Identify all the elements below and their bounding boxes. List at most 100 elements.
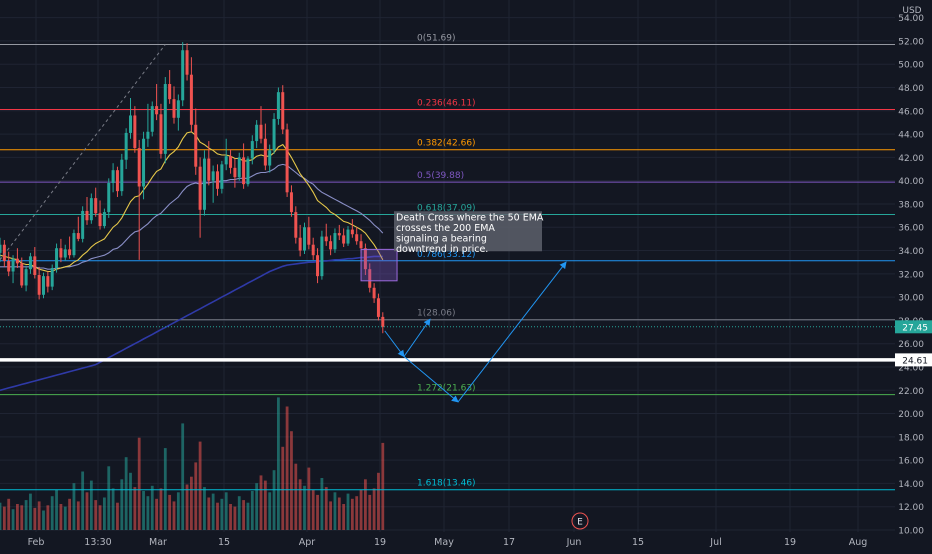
candle-body — [111, 170, 115, 183]
candle-body — [55, 248, 59, 268]
candle-body — [81, 210, 85, 239]
y-tick-label: 48.00 — [898, 84, 924, 94]
volume-bar — [124, 457, 128, 530]
x-tick-label: Apr — [299, 537, 316, 548]
death-cross-box[interactable] — [360, 248, 398, 282]
y-tick-label: 36.00 — [898, 224, 924, 234]
volume-bar — [103, 497, 106, 530]
volume-bar — [163, 448, 167, 530]
candle-body — [11, 258, 15, 272]
volume-bar — [50, 496, 54, 530]
fib-level-label: 1.272(21.63) — [417, 384, 476, 394]
candle-body — [372, 287, 376, 299]
support-price-tag-bg — [895, 353, 932, 367]
volume-bar — [263, 480, 267, 530]
volume-bar — [85, 492, 89, 530]
candle-body — [276, 92, 280, 119]
candle-body — [229, 156, 233, 168]
volume-bar — [368, 494, 372, 530]
candle-body — [115, 170, 119, 192]
x-tick-label: 13:30 — [84, 537, 111, 548]
candle-body — [329, 241, 333, 250]
volume-bar — [107, 466, 111, 530]
projection-arrow[interactable] — [384, 330, 405, 358]
drawings[interactable]: Death Cross where the 50 EMA crosses the … — [0, 44, 895, 530]
x-tick-label: Jun — [566, 537, 582, 548]
candle-body — [76, 233, 80, 239]
candle-body — [324, 236, 328, 242]
candle-body — [211, 171, 215, 181]
volume-bar — [307, 467, 311, 530]
volume-bar — [303, 485, 306, 530]
y-tick-label: 30.00 — [898, 294, 924, 304]
candle-body — [202, 158, 206, 210]
volume-bar — [68, 498, 71, 530]
candle-body — [7, 261, 11, 272]
volume-bar — [146, 496, 150, 530]
volume-bar — [224, 492, 228, 530]
volume-bar — [46, 505, 50, 530]
volume-bar — [29, 493, 32, 530]
candle-body — [198, 166, 202, 210]
candle-body — [46, 276, 50, 287]
projection-arrow[interactable] — [403, 318, 431, 357]
y-tick-label: 14.00 — [898, 480, 924, 490]
annotation-box[interactable] — [394, 211, 542, 252]
support-price-tag: 24.61 — [902, 356, 928, 366]
fib-level-label: 0.382(42.66) — [417, 139, 476, 149]
candle-body — [28, 256, 32, 270]
projection-arrow[interactable] — [403, 356, 459, 403]
volume-bar — [350, 498, 354, 530]
candle-body — [163, 84, 167, 154]
volume-bar — [285, 406, 289, 530]
volume-bar — [229, 504, 232, 530]
volume-bar — [94, 500, 98, 530]
candle-body — [342, 235, 346, 244]
candle-body — [255, 124, 259, 142]
volume-bar — [33, 507, 37, 530]
candle-body — [155, 106, 159, 115]
y-tick-label: 22.00 — [898, 387, 924, 397]
volume-bar — [259, 475, 263, 530]
volume-bar — [185, 484, 189, 530]
volume-bar — [298, 479, 302, 530]
volume-bar — [89, 480, 93, 530]
fib-level-label: 1(28.06) — [417, 309, 456, 319]
candle-body — [0, 244, 2, 253]
candle-body — [320, 236, 324, 277]
y-tick-label: 46.00 — [898, 107, 924, 117]
volume-bar — [377, 472, 380, 530]
candle-body — [233, 167, 237, 178]
y-tick-label: 40.00 — [898, 177, 924, 187]
y-tick-label: 38.00 — [898, 200, 924, 210]
volume-bar — [316, 494, 319, 530]
volume-bar — [290, 431, 293, 530]
candle-body — [363, 248, 367, 270]
y-tick-label: 44.00 — [898, 131, 924, 141]
projection-arrow[interactable] — [457, 261, 567, 403]
candle-body — [263, 138, 267, 166]
earnings-marker[interactable]: E — [571, 512, 589, 530]
fib-level-label: 0.618(37.09) — [417, 204, 476, 214]
candle-body — [346, 229, 350, 244]
time-axis[interactable]: Feb 13:30 Mar 15 Apr 19 May 17 Jun 15 Jul 19 Aug — [28, 537, 868, 548]
volume-bar — [277, 397, 280, 530]
volume-bar — [168, 494, 172, 530]
volume-bar — [190, 476, 193, 530]
x-tick-label: Mar — [149, 537, 167, 548]
price-axis[interactable]: USD 10.00 12.00 14.00 16.00 18.00 20.00 22.00 2… — [895, 0, 932, 550]
volume-bar — [59, 504, 63, 530]
candle-body — [316, 255, 320, 277]
y-tick-label: 34.00 — [898, 247, 924, 257]
volume-bar — [198, 441, 202, 530]
volume-bar — [372, 488, 376, 530]
volume-bar — [116, 502, 119, 530]
volume-bar — [2, 506, 6, 530]
y-tick-label: 12.00 — [898, 503, 924, 513]
volume-bar — [133, 487, 137, 530]
volume-bar — [220, 498, 224, 530]
candle-body — [137, 148, 141, 187]
